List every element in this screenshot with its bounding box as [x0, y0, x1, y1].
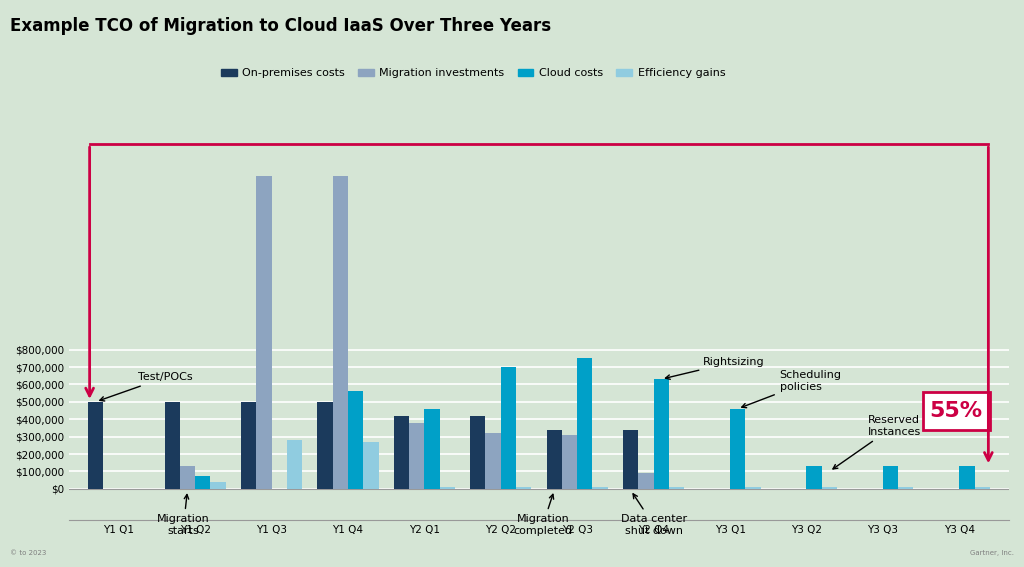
Bar	[669, 487, 684, 489]
Text: Scheduling
policies: Scheduling policies	[741, 370, 842, 408]
Text: © to 2023: © to 2023	[10, 549, 47, 556]
Bar	[623, 430, 638, 489]
Bar	[501, 367, 516, 489]
Bar	[547, 430, 562, 489]
Bar	[409, 422, 424, 489]
Text: Gartner, Inc.: Gartner, Inc.	[970, 549, 1014, 556]
Bar	[241, 402, 256, 489]
Bar	[653, 379, 669, 489]
Bar	[822, 487, 837, 489]
Bar	[730, 409, 745, 489]
Bar	[470, 416, 485, 489]
Legend: On-premises costs, Migration investments, Cloud costs, Efficiency gains: On-premises costs, Migration investments…	[217, 64, 730, 83]
Bar	[898, 487, 913, 489]
Bar	[745, 487, 761, 489]
Bar	[975, 487, 990, 489]
Bar	[439, 487, 455, 489]
Text: Rightsizing: Rightsizing	[666, 357, 765, 379]
Bar	[333, 176, 348, 489]
Bar	[578, 358, 593, 489]
Bar	[638, 473, 653, 489]
Bar	[959, 466, 975, 489]
Text: Migration
completed: Migration completed	[513, 494, 572, 536]
Bar	[88, 402, 103, 489]
Text: Migration
starts: Migration starts	[158, 494, 210, 536]
Bar	[562, 435, 578, 489]
Bar	[923, 392, 990, 430]
Bar	[807, 466, 822, 489]
Bar	[348, 391, 364, 489]
Bar	[883, 466, 898, 489]
Bar	[364, 442, 379, 489]
Text: Reserved
Instances: Reserved Instances	[833, 416, 921, 469]
Bar	[256, 176, 271, 489]
Bar	[317, 402, 333, 489]
Bar	[485, 433, 501, 489]
Bar	[196, 476, 210, 489]
Bar	[180, 466, 196, 489]
Text: Test/POCs: Test/POCs	[99, 373, 193, 401]
Bar	[287, 440, 302, 489]
Text: 55%: 55%	[930, 401, 983, 421]
Text: Data center
shut down: Data center shut down	[621, 494, 687, 536]
Bar	[210, 482, 225, 489]
Bar	[516, 487, 531, 489]
Bar	[593, 487, 608, 489]
Bar	[424, 409, 439, 489]
Bar	[165, 402, 180, 489]
Bar	[394, 416, 409, 489]
Text: Example TCO of Migration to Cloud IaaS Over Three Years: Example TCO of Migration to Cloud IaaS O…	[10, 17, 551, 35]
